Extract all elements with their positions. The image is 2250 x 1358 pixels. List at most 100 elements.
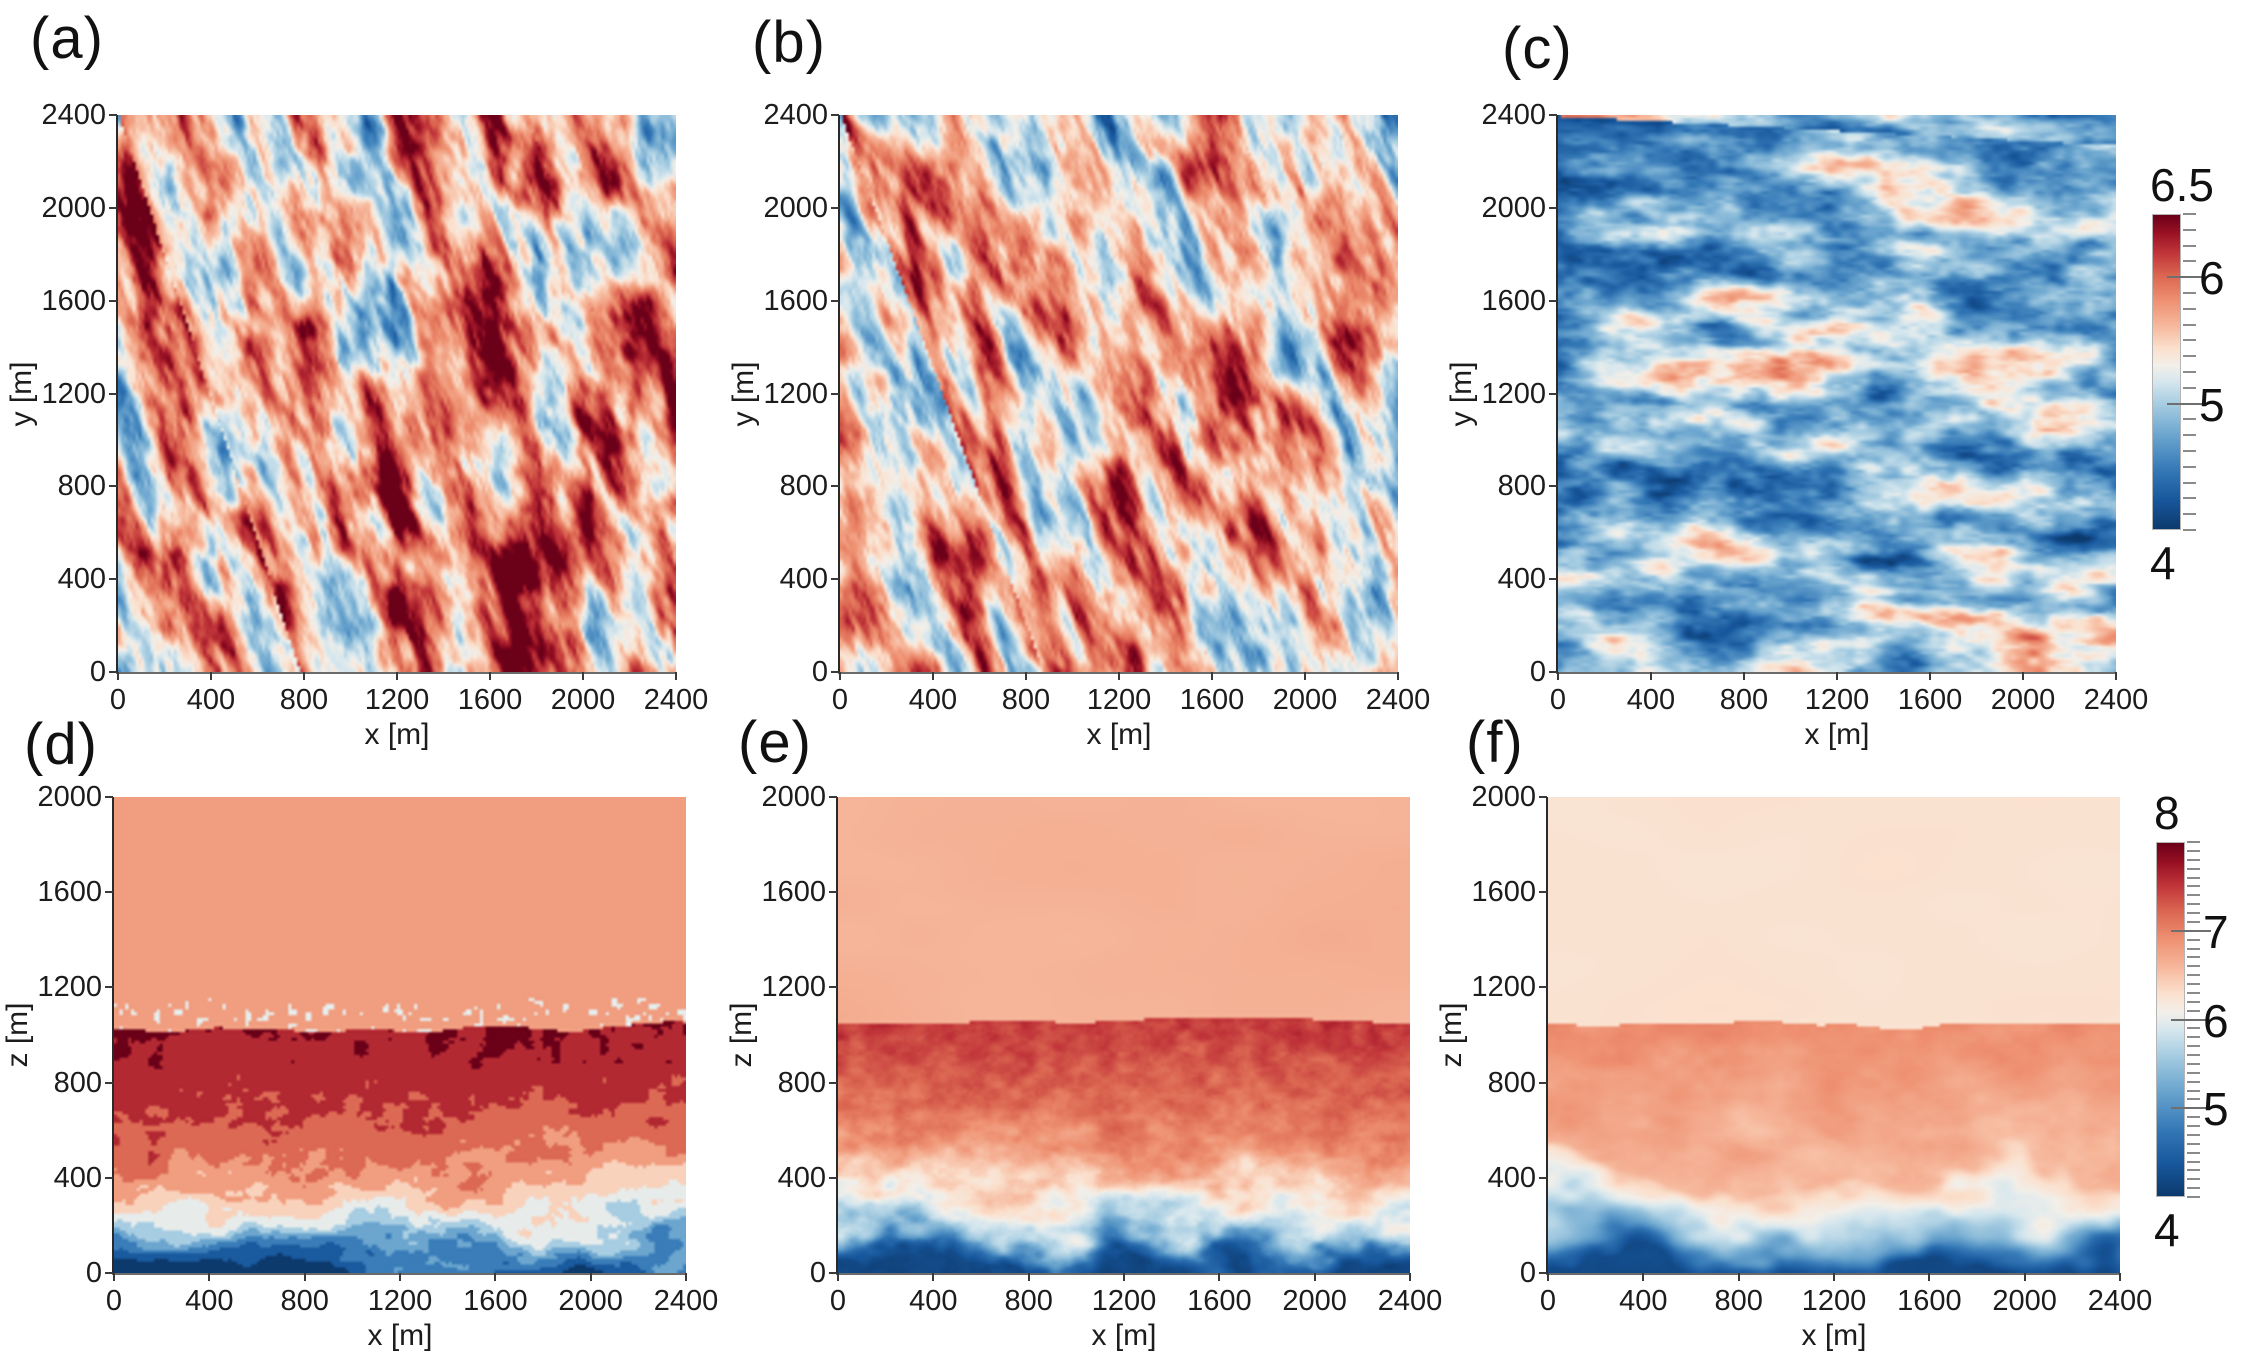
x-tick-label: 800 [1714,1285,1763,1317]
y-tick-mark [1539,1081,1547,1084]
x-tick-label: 0 [1549,684,1567,716]
x-tick-label: 400 [185,1285,234,1317]
y-tick-label: 2000 [1471,781,1536,813]
y-tick-label: 1600 [1471,876,1536,909]
x-tick-mark [113,1273,115,1281]
colorbar-minor-tick [2187,1080,2200,1083]
z-axis-label: z [m] [1,1002,34,1068]
colorbar-minor-tick [2187,1009,2200,1012]
x-axis-label: x [m] [1091,1319,1157,1352]
y-tick-label: 1200 [763,377,828,410]
y-tick-label: 400 [1497,563,1546,596]
plot-panel-b: y [m] x [m] 0 400 800 1200 1600 2000 2400 0 400 8… [727,99,1430,751]
y-tick-label: 400 [53,1161,102,1194]
x-tick-mark [675,672,677,680]
colorbar-minor-tick [2183,529,2196,531]
x-tick-label: 1600 [1897,684,1963,716]
x-tick-label: 0 [105,1285,123,1317]
y-tick-label: 2400 [41,99,106,131]
colorbar-minor-tick [2187,894,2200,897]
colorbar-minor-tick [2187,1045,2200,1048]
y-tick-mark [1549,114,1557,116]
colorbar-minor-tick [2187,1133,2200,1136]
y-axis-line [116,115,118,672]
colorbar-minor-tick [2187,1151,2200,1154]
colorbar-minor-tick [2187,1089,2200,1092]
y-tick-mark [1549,206,1557,209]
plot-panel-f: z [m] x [m] 0 400 800 1200 1600 2000 0 400 800 12… [1435,781,2152,1352]
x-tick-label: 2000 [1992,1285,2057,1317]
x-tick-mark [932,672,934,680]
x-tick-mark [589,1273,592,1281]
y-tick-label: 1200 [761,971,826,1004]
z-axis-label: z [m] [725,1002,758,1068]
y-tick-mark [831,299,839,302]
plot-panel-a: y [m] x [m] 0 400 800 1200 1600 2000 2400 0 400 8… [5,99,708,751]
x-tick-label: 2400 [643,684,709,716]
y-tick-mark [109,671,117,673]
y-tick-label: 2400 [1481,99,1546,131]
colorbar-tick-label: 5 [2203,1083,2229,1136]
x-tick-mark [1027,1273,1030,1281]
colorbar-minor-tick [2187,1178,2200,1181]
colorbar-minor-tick [2187,841,2200,844]
y-tick-mark [1539,1272,1547,1274]
colorbar-minor-tick [2183,292,2196,294]
x-tick-label: 2000 [550,684,616,716]
y-tick-mark [831,206,839,209]
x-tick-label: 800 [279,684,329,716]
x-tick-label: 2400 [2087,1285,2153,1317]
panel-letter-f: (f) [1466,710,1524,775]
colorbar-top-row: 6.5 6 5 4 [2150,162,2225,586]
x-tick-label: 2400 [1365,684,1431,716]
plot-panel-c: y [m] x [m] 0 400 800 1200 1600 2000 2400 0 400 8… [1445,99,2148,751]
x-tick-label: 400 [1619,1285,1668,1317]
x-tick-label: 1200 [367,1285,433,1317]
colorbar-gradient [2152,214,2181,530]
colorbar-minor-tick [2187,920,2200,923]
x-tick-mark [685,1273,687,1281]
y-tick-label: 800 [1487,1066,1536,1099]
x-tick-mark [494,1273,497,1281]
y-axis-line [1556,115,1558,672]
y-tick-mark [1549,299,1557,302]
x-tick-mark [1929,672,1931,680]
x-tick-label: 0 [109,684,127,716]
x-tick-mark [1123,1273,1125,1281]
x-tick-mark [1650,672,1652,680]
y-tick-mark [829,796,837,798]
colorbar-minor-tick [2187,947,2200,950]
y-tick-mark [109,114,117,116]
colorbar-minor-tick [2183,260,2196,263]
y-tick-label: 0 [85,1257,102,1289]
y-tick-mark [105,1081,113,1084]
panel-letter-a: (a) [30,6,104,71]
x-tick-label: 0 [1539,1285,1557,1317]
x-tick-mark [303,1273,306,1281]
y-tick-mark [831,392,839,395]
colorbar-major-tick [2171,929,2211,932]
x-tick-mark [1836,672,1838,680]
colorbar-minor-tick [2183,339,2196,342]
y-tick-mark [831,485,839,488]
colorbar-minor-tick [2187,1062,2200,1065]
colorbar-minor-tick [2183,355,2196,358]
colorbar-tick-label: 8 [2154,787,2180,839]
colorbar-major-tick [2167,402,2207,405]
colorbar-minor-tick [2187,1116,2200,1119]
heatmap-canvas-d [114,797,686,1273]
heatmap-canvas-b [840,115,1398,672]
x-tick-mark [1737,1273,1740,1281]
x-tick-mark [2022,672,2024,680]
colorbar-minor-tick [2187,912,2200,914]
x-tick-mark [1211,672,1213,680]
x-axis-label: x [m] [364,718,430,751]
colorbar-tick-label: 7 [2203,905,2229,958]
colorbar-major-tick [2167,276,2207,279]
panel-letter-d: (d) [24,712,98,777]
colorbar-tick-label: 6 [2203,994,2229,1047]
y-tick-mark [105,891,113,894]
colorbar-minor-tick [2183,386,2196,389]
plot-panel-e: z [m] x [m] 0 400 800 1200 1600 2000 0 400 800 12… [725,781,1442,1352]
